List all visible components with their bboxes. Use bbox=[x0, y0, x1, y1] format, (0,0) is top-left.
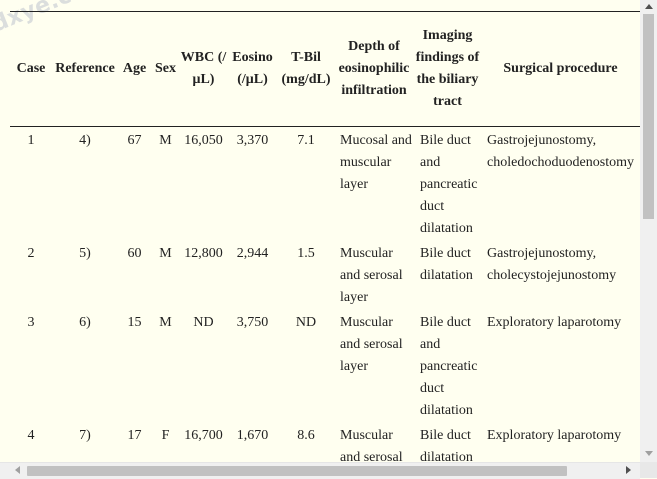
header-surgical: Surgical procedure bbox=[481, 11, 640, 127]
cell-eosino: 2,944 bbox=[236, 246, 269, 261]
cell-imaging: Bile duct dilatation bbox=[420, 428, 473, 462]
scroll-left-arrow-icon[interactable] bbox=[15, 466, 20, 474]
cell-eosino: 1,670 bbox=[236, 428, 269, 443]
cell-wbc: ND bbox=[193, 315, 214, 330]
cell-age: 15 bbox=[127, 315, 142, 330]
scroll-up-arrow-icon[interactable] bbox=[645, 4, 653, 9]
cell-depth: Muscular and serosal layer bbox=[340, 246, 403, 305]
header-depth: Depth of eosinophilic infiltration bbox=[334, 11, 414, 127]
cell-tbil: 8.6 bbox=[297, 428, 315, 443]
table-row: 2 5) 60 M 12,800 2,944 1.5 Muscular and serosal… bbox=[10, 240, 640, 309]
cell-case: 1 bbox=[27, 133, 35, 148]
cell-sex: M bbox=[159, 246, 172, 261]
cell-reference: 6) bbox=[79, 315, 91, 330]
header-eosino: Eosino (/μL) bbox=[227, 11, 278, 127]
cell-depth: Muscular and serosal layer bbox=[340, 315, 403, 374]
table-row: 3 6) 15 M ND 3,750 ND Muscular and serosal laye… bbox=[10, 309, 640, 422]
cell-eosino: 3,370 bbox=[236, 133, 269, 148]
scrollbar-corner bbox=[640, 462, 657, 478]
cell-reference: 4) bbox=[79, 133, 91, 148]
cell-case: 4 bbox=[27, 428, 35, 443]
cell-depth: Muscular and serosal layer bbox=[340, 428, 403, 462]
cell-wbc: 16,700 bbox=[184, 428, 223, 443]
cell-tbil: 7.1 bbox=[297, 133, 315, 148]
vertical-scrollbar[interactable] bbox=[640, 0, 657, 462]
cell-depth: Mucosal and muscular layer bbox=[340, 133, 412, 192]
header-case: Case bbox=[10, 11, 52, 127]
cell-imaging: Bile duct and pancreatic duct dilatation bbox=[420, 133, 478, 236]
scroll-right-arrow-icon[interactable] bbox=[626, 466, 631, 474]
cell-surgical: Exploratory laparotomy bbox=[487, 428, 622, 443]
header-age: Age bbox=[118, 11, 151, 127]
table-header-row: Case Reference Age Sex WBC (/μL) Eosino … bbox=[10, 11, 640, 127]
cell-sex: M bbox=[159, 315, 172, 330]
header-tbil: T-Bil (mg/dL) bbox=[278, 11, 334, 127]
cell-wbc: 12,800 bbox=[184, 246, 223, 261]
table-row: 1 4) 67 M 16,050 3,370 7.1 Mucosal and muscular… bbox=[10, 127, 640, 241]
cell-imaging: Bile duct dilatation bbox=[420, 246, 473, 283]
header-reference: Reference bbox=[52, 11, 118, 127]
header-sex: Sex bbox=[151, 11, 180, 127]
cell-surgical: Exploratory laparotomy bbox=[487, 315, 622, 330]
cell-reference: 7) bbox=[79, 428, 91, 443]
horizontal-scroll-thumb[interactable] bbox=[27, 466, 567, 476]
cell-case: 2 bbox=[27, 246, 35, 261]
cell-imaging: Bile duct and pancreatic duct dilatation bbox=[420, 315, 478, 418]
scroll-down-arrow-icon[interactable] bbox=[645, 451, 653, 456]
cell-age: 67 bbox=[127, 133, 142, 148]
horizontal-scrollbar[interactable] bbox=[0, 462, 640, 479]
case-table: Case Reference Age Sex WBC (/μL) Eosino … bbox=[10, 11, 640, 462]
cell-tbil: 1.5 bbox=[297, 246, 315, 261]
cell-surgical: Gastrojejunostomy, cholecystojejunostomy bbox=[487, 246, 617, 283]
vertical-scroll-thumb[interactable] bbox=[643, 14, 654, 219]
header-imaging: Imaging findings of the biliary tract bbox=[414, 11, 481, 127]
cell-sex: F bbox=[161, 428, 170, 443]
table-row: 4 7) 17 F 16,700 1,670 8.6 Muscular and serosal… bbox=[10, 422, 640, 462]
cell-surgical: Gastrojejunostomy, choledochoduodenostom… bbox=[487, 133, 634, 170]
cell-wbc: 16,050 bbox=[184, 133, 223, 148]
table-viewport: dxye.com Case Reference Age Sex WBC (/μL… bbox=[0, 0, 640, 462]
cell-tbil: ND bbox=[295, 315, 317, 330]
cell-age: 60 bbox=[127, 246, 142, 261]
cell-eosino: 3,750 bbox=[236, 315, 269, 330]
header-wbc: WBC (/μL) bbox=[180, 11, 227, 127]
cell-sex: M bbox=[159, 133, 172, 148]
cell-case: 3 bbox=[27, 315, 35, 330]
cell-age: 17 bbox=[127, 428, 142, 443]
cell-reference: 5) bbox=[79, 246, 91, 261]
